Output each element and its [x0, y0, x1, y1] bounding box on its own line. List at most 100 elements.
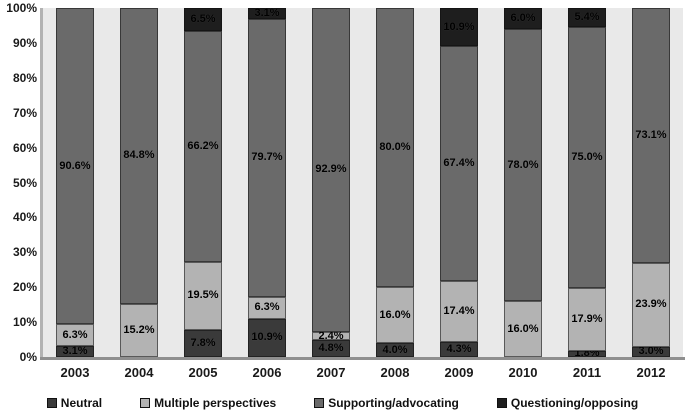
bar-segment-neutral: 10.9%: [248, 318, 286, 357]
legend-item-multiple-perspectives: Multiple perspectives: [140, 396, 276, 410]
bar-2004: 15.2% 84.8%: [120, 8, 158, 357]
bar-2010: 16.0% 78.0% 6.0%: [504, 8, 542, 357]
y-axis-tick: 0%: [19, 350, 37, 364]
x-axis-label: 2012: [636, 365, 666, 380]
segment-value-label: 3.0%: [638, 345, 664, 358]
bar-segment-multiple-perspectives: 17.9%: [568, 288, 606, 351]
segment-value-label: 5.4%: [574, 10, 600, 23]
segment-value-label: 4.3%: [446, 343, 472, 355]
segment-value-label: 10.9%: [251, 331, 283, 344]
bar-segment-neutral: 4.3%: [440, 342, 478, 357]
y-axis-tick: 50%: [12, 175, 37, 190]
legend-swatch-icon: [314, 398, 325, 408]
segment-value-label: 79.7%: [251, 151, 283, 164]
x-axis-label: 2004: [124, 365, 154, 380]
plot-area: 3.1% 6.3% 90.6% 15.2% 84.8% 7.8% 19.5% 66.2% 6.5…: [43, 6, 683, 360]
x-axis-label: 2007: [316, 365, 346, 380]
bar-segment-neutral: 3.0%: [632, 345, 670, 358]
legend-item-questioning-opposing: Questioning/opposing: [496, 396, 639, 410]
segment-value-label: 3.1%: [254, 6, 280, 19]
y-axis-tick: 10%: [12, 315, 37, 330]
segment-value-label: 6.0%: [510, 11, 536, 24]
x-axis-label: 2010: [508, 365, 538, 380]
x-axis-label: 2006: [252, 365, 282, 380]
segment-value-label: 6.5%: [190, 12, 216, 25]
bar-segment-neutral: 1.8%: [568, 347, 606, 360]
x-axis-label: 2005: [188, 365, 218, 380]
bar-segment-multiple-perspectives: 19.5%: [184, 261, 222, 330]
segment-value-label: 16.0%: [379, 308, 411, 321]
x-axis-label: 2008: [380, 365, 410, 380]
segment-value-label: 17.4%: [443, 305, 475, 318]
y-axis-tick: 100%: [6, 1, 37, 15]
bar-segment-questioning-opposing: 3.1%: [248, 6, 286, 19]
segment-value-label: 4.0%: [382, 343, 408, 356]
y-axis-line: [40, 8, 43, 360]
legend-label: Questioning/opposing: [510, 396, 639, 410]
y-axis-tick: 20%: [12, 280, 37, 295]
bar-segment-multiple-perspectives: 16.0%: [376, 287, 414, 344]
bar-segment-supporting-advocating: 66.2%: [184, 30, 222, 262]
segment-value-label: 15.2%: [123, 323, 155, 336]
segment-value-label: 3.1%: [62, 345, 88, 358]
bar-segment-neutral: 4.8%: [312, 340, 350, 357]
legend-swatch-icon: [496, 398, 507, 408]
y-axis-tick: 40%: [12, 210, 37, 225]
bar-segment-multiple-perspectives: 6.3%: [56, 324, 94, 347]
segment-value-label: 75.0%: [571, 150, 603, 163]
bar-segment-supporting-advocating: 80.0%: [376, 8, 414, 288]
segment-value-label: 1.8%: [574, 347, 600, 360]
bar-2009: 4.3% 17.4% 67.4% 10.9%: [440, 8, 478, 357]
segment-value-label: 23.9%: [635, 298, 667, 311]
segment-value-label: 80.0%: [379, 141, 411, 154]
segment-value-label: 73.1%: [635, 129, 667, 142]
x-axis-label: 2011: [572, 365, 602, 380]
x-axis-line: [40, 357, 685, 360]
bar-segment-multiple-perspectives: 2.4%: [312, 329, 350, 342]
bar-segment-questioning-opposing: 6.5%: [184, 8, 222, 31]
bar-2007: 4.8% 2.4% 92.9%: [312, 7, 350, 357]
bar-segment-supporting-advocating: 67.4%: [440, 46, 478, 282]
segment-value-label: 2.4%: [318, 329, 344, 342]
legend-label: Supporting/advocating: [328, 396, 459, 410]
bar-segment-neutral: 4.0%: [376, 343, 414, 357]
legend: Neutral Multiple perspectives Supporting/a…: [0, 396, 685, 410]
bar-segment-supporting-advocating: 78.0%: [504, 28, 542, 302]
bar-segment-neutral: 7.8%: [184, 329, 222, 357]
legend-label: Neutral: [60, 396, 103, 410]
y-axis-tick: 70%: [12, 105, 37, 120]
bar-segment-supporting-advocating: 75.0%: [568, 26, 606, 289]
bar-2012: 3.0% 23.9% 73.1%: [632, 8, 670, 357]
bar-segment-neutral: 3.1%: [56, 346, 94, 357]
segment-value-label: 16.0%: [507, 322, 539, 335]
bar-segment-supporting-advocating: 84.8%: [120, 8, 158, 304]
bar-segment-supporting-advocating: 79.7%: [248, 18, 286, 297]
segment-value-label: 6.3%: [62, 328, 88, 341]
bar-segment-multiple-perspectives: 6.3%: [248, 296, 286, 319]
bar-2003: 3.1% 6.3% 90.6%: [56, 8, 94, 357]
bar-segment-supporting-advocating: 92.9%: [312, 7, 350, 332]
legend-label: Multiple perspectives: [154, 396, 277, 410]
x-axis-label: 2009: [444, 365, 474, 380]
bar-segment-supporting-advocating: 90.6%: [56, 8, 94, 325]
bar-segment-questioning-opposing: 5.4%: [568, 7, 606, 27]
bar-segment-multiple-perspectives: 23.9%: [632, 263, 670, 347]
bar-segment-questioning-opposing: 6.0%: [504, 8, 542, 29]
segment-value-label: 66.2%: [187, 139, 219, 152]
segment-value-label: 67.4%: [443, 157, 475, 170]
segment-value-label: 78.0%: [507, 158, 539, 171]
x-axis-label: 2003: [60, 365, 90, 380]
segment-value-label: 92.9%: [315, 163, 347, 176]
bar-segment-supporting-advocating: 73.1%: [632, 8, 670, 264]
y-axis-tick: 30%: [12, 245, 37, 260]
y-axis-tick: 80%: [12, 70, 37, 85]
y-axis-tick: 60%: [12, 140, 37, 155]
legend-item-neutral: Neutral: [46, 396, 103, 410]
bar-2005: 7.8% 19.5% 66.2% 6.5%: [184, 8, 222, 357]
bar-segment-multiple-perspectives: 16.0%: [504, 301, 542, 357]
y-axis-tick: 90%: [12, 35, 37, 50]
segment-value-label: 4.8%: [318, 342, 344, 355]
segment-value-label: 10.9%: [443, 20, 475, 33]
legend-swatch-icon: [46, 398, 57, 408]
